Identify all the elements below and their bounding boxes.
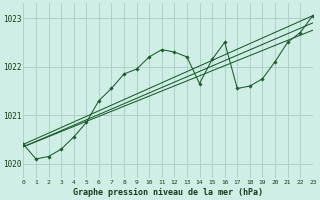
X-axis label: Graphe pression niveau de la mer (hPa): Graphe pression niveau de la mer (hPa) [73,188,263,197]
